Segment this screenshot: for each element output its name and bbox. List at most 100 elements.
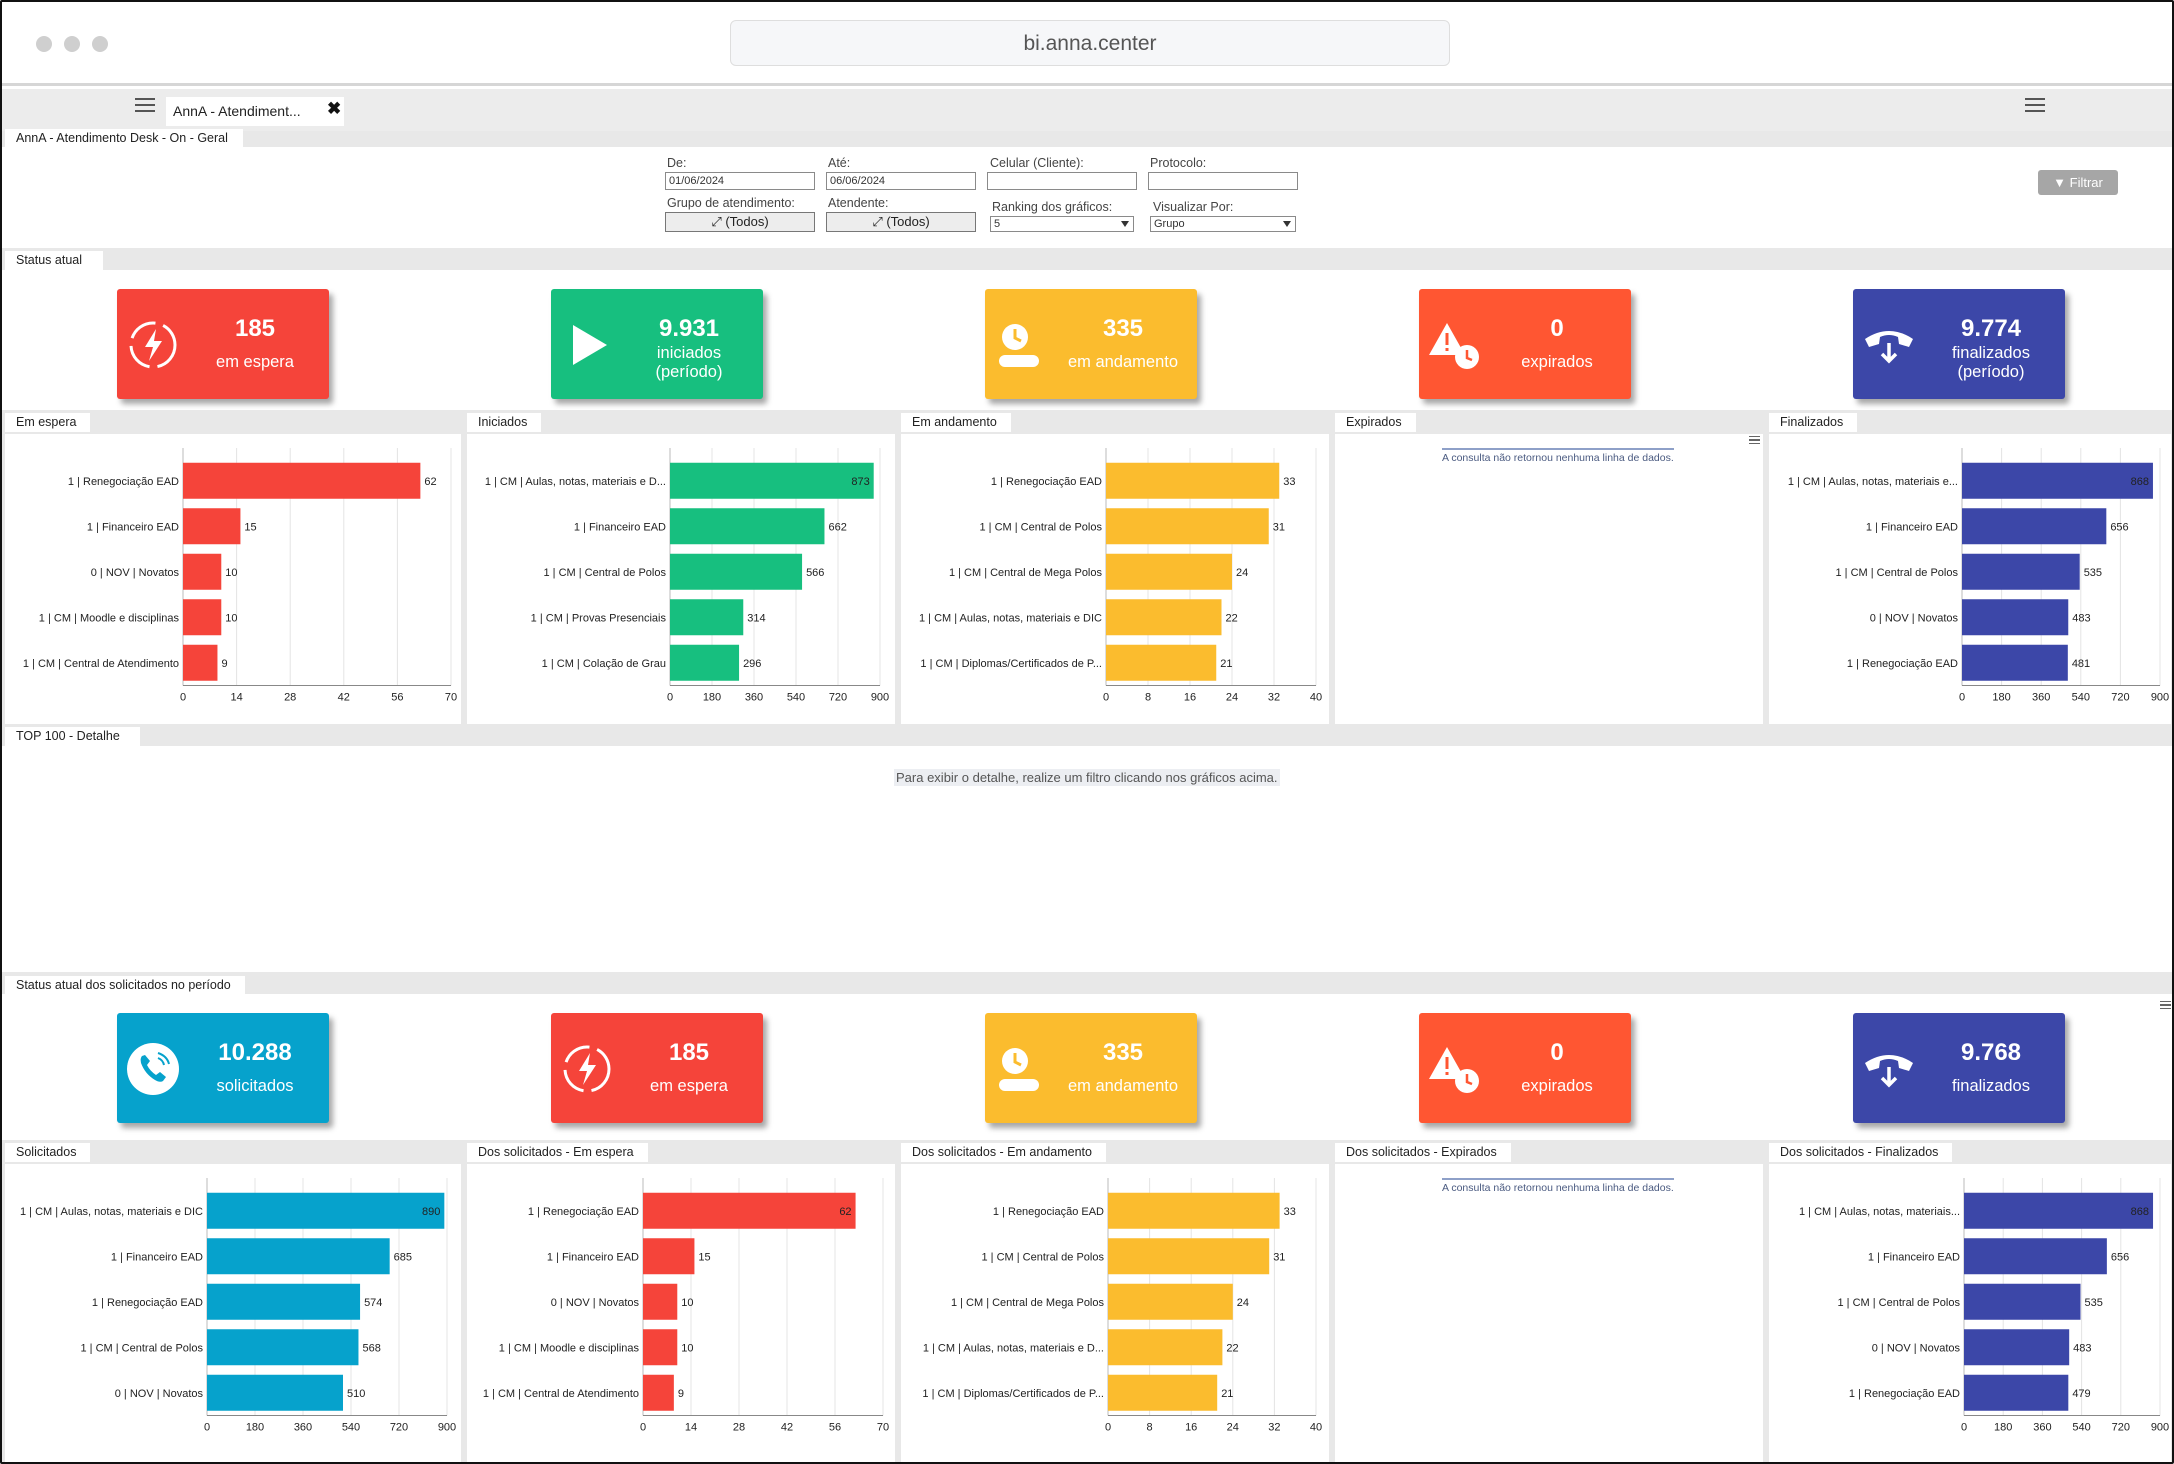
bar[interactable]	[1106, 599, 1222, 636]
bar-chart[interactable]: 0 180 360 540 720 900 1 | CM | Aulas, notas, m…	[1769, 1140, 2171, 1464]
category-label[interactable]: 1 | CM | Aulas, notas, materiais...	[1799, 1206, 1960, 1218]
bar[interactable]	[1106, 462, 1280, 499]
kpi-card-em[interactable]: 185 em espera	[551, 1013, 763, 1123]
bar[interactable]	[1962, 644, 2068, 681]
kpi-card-em[interactable]: 335 em andamento	[985, 1013, 1197, 1123]
bar[interactable]	[1962, 462, 2153, 499]
bar[interactable]	[670, 644, 740, 681]
bar[interactable]	[1962, 553, 2080, 590]
category-label[interactable]: 1 | Financeiro EAD	[87, 521, 179, 533]
bar[interactable]	[183, 644, 218, 681]
to-date-input[interactable]: 06/06/2024	[826, 172, 976, 190]
kpi-card-expirados[interactable]: 0 expirados	[1419, 289, 1631, 399]
bar[interactable]	[1962, 599, 2069, 636]
kpi-card-iniciados[interactable]: 9.931 iniciados (período)	[551, 289, 763, 399]
category-label[interactable]: 1 | CM | Central de Atendimento	[483, 1388, 639, 1400]
sidebar-menu-icon[interactable]	[135, 98, 155, 112]
category-label[interactable]: 1 | Financeiro EAD	[547, 1251, 639, 1263]
category-label[interactable]: 1 | CM | Central de Polos	[982, 1251, 1105, 1263]
tab-close-icon[interactable]: ✖	[327, 99, 342, 118]
category-label[interactable]: 1 | Renegociação EAD	[68, 476, 179, 488]
bar[interactable]	[1108, 1283, 1233, 1320]
bar-chart[interactable]: 0 14 28 42 56 70 1 | Renegociação EAD 62 1 | Fin…	[467, 1140, 895, 1464]
category-label[interactable]: 1 | CM | Central de Polos	[1838, 1297, 1961, 1309]
bar[interactable]	[207, 1238, 390, 1275]
category-label[interactable]: 1 | CM | Moodle e disciplinas	[39, 612, 180, 624]
window-maximize-dot[interactable]	[92, 36, 108, 52]
kpi-card-finalizados[interactable]: 9.774 finalizados (período)	[1853, 289, 2065, 399]
bar-chart[interactable]: 0 8 16 24 32 40 1 | Renegociação EAD 33 1 | CM |…	[901, 410, 1329, 724]
category-label[interactable]: 1 | CM | Aulas, notas, materiais e D...	[923, 1342, 1104, 1354]
bar[interactable]	[643, 1374, 674, 1411]
bar[interactable]	[643, 1238, 695, 1275]
protocol-input[interactable]	[1148, 172, 1298, 190]
bar[interactable]	[670, 462, 874, 499]
category-label[interactable]: 1 | CM | Diplomas/Certificados de P...	[922, 1388, 1104, 1400]
bar-chart[interactable]: 0 8 16 24 32 40 1 | Renegociação EAD 33 1 | CM |…	[901, 1140, 1329, 1464]
category-label[interactable]: 1 | Renegociação EAD	[1847, 658, 1958, 670]
window-minimize-dot[interactable]	[64, 36, 80, 52]
kpi-card-em[interactable]: 185 em espera	[117, 289, 329, 399]
kpi-card-solicitados[interactable]: 10.288 solicitados	[117, 1013, 329, 1123]
bar[interactable]	[1964, 1192, 2154, 1229]
category-label[interactable]: 1 | Financeiro EAD	[1868, 1251, 1960, 1263]
bar-chart[interactable]: 0 14 28 42 56 70 1 | Renegociação EAD 62 1 | Fin…	[5, 410, 461, 724]
category-label[interactable]: 1 | Renegociação EAD	[92, 1297, 203, 1309]
category-label[interactable]: 1 | CM | Central de Mega Polos	[951, 1297, 1105, 1309]
kpi-card-finalizados[interactable]: 9.768 finalizados	[1853, 1013, 2065, 1123]
category-label[interactable]: 1 | Renegociação EAD	[1849, 1388, 1960, 1400]
bar[interactable]	[1964, 1283, 2081, 1320]
bar[interactable]	[643, 1329, 678, 1366]
phone-input[interactable]	[987, 172, 1137, 190]
dashboard-tab[interactable]: AnnA - Atendiment...	[166, 97, 344, 126]
bar[interactable]	[1962, 508, 2107, 545]
chart-menu-icon[interactable]	[1749, 436, 1760, 444]
bar[interactable]	[1108, 1238, 1270, 1275]
agent-select-button[interactable]: ⤢ (Todos)	[826, 212, 976, 232]
filter-button[interactable]: ▼ Filtrar	[2038, 170, 2118, 195]
bar[interactable]	[183, 462, 421, 499]
category-label[interactable]: 0 | NOV | Novatos	[551, 1297, 640, 1309]
bar[interactable]	[1964, 1329, 2070, 1366]
category-label[interactable]: 0 | NOV | Novatos	[91, 567, 180, 579]
bar[interactable]	[207, 1283, 361, 1320]
category-label[interactable]: 1 | Financeiro EAD	[111, 1251, 203, 1263]
category-label[interactable]: 1 | CM | Aulas, notas, materiais e DIC	[919, 612, 1102, 624]
category-label[interactable]: 1 | CM | Aulas, notas, materiais e DIC	[20, 1206, 203, 1218]
category-label[interactable]: 1 | CM | Aulas, notas, materiais e...	[1788, 476, 1958, 488]
bar[interactable]	[643, 1192, 856, 1229]
window-close-dot[interactable]	[36, 36, 52, 52]
bar[interactable]	[1964, 1374, 2069, 1411]
category-label[interactable]: 0 | NOV | Novatos	[1872, 1342, 1961, 1354]
category-label[interactable]: 0 | NOV | Novatos	[1870, 612, 1959, 624]
category-label[interactable]: 1 | CM | Central de Polos	[81, 1342, 204, 1354]
bar-chart[interactable]: 0 180 360 540 720 900 1 | CM | Aulas, notas, m…	[5, 1140, 461, 1464]
bar[interactable]	[1106, 508, 1269, 545]
category-label[interactable]: 1 | CM | Aulas, notas, materiais e D...	[485, 476, 666, 488]
from-date-input[interactable]: 01/06/2024	[665, 172, 815, 190]
bar[interactable]	[670, 599, 744, 636]
bar[interactable]	[1964, 1238, 2107, 1275]
category-label[interactable]: 1 | CM | Central de Polos	[980, 521, 1103, 533]
bar[interactable]	[1108, 1374, 1218, 1411]
category-label[interactable]: 1 | Renegociação EAD	[993, 1206, 1104, 1218]
bar[interactable]	[670, 553, 803, 590]
bar[interactable]	[1106, 644, 1217, 681]
ranking-select[interactable]: 5	[990, 216, 1134, 232]
address-bar[interactable]: bi.anna.center	[730, 20, 1450, 66]
group-select-button[interactable]: ⤢ (Todos)	[665, 212, 815, 232]
category-label[interactable]: 1 | Renegociação EAD	[991, 476, 1102, 488]
app-menu-icon[interactable]	[2025, 98, 2045, 112]
category-label[interactable]: 1 | CM | Diplomas/Certificados de P...	[920, 658, 1102, 670]
kpi-card-em[interactable]: 335 em andamento	[985, 289, 1197, 399]
kpi-card-expirados[interactable]: 0 expirados	[1419, 1013, 1631, 1123]
category-label[interactable]: 1 | Financeiro EAD	[1866, 521, 1958, 533]
category-label[interactable]: 1 | Renegociação EAD	[528, 1206, 639, 1218]
bar-chart[interactable]: 0 180 360 540 720 900 1 | CM | Aulas, notas, m…	[467, 410, 895, 724]
category-label[interactable]: 1 | Financeiro EAD	[574, 521, 666, 533]
category-label[interactable]: 1 | CM | Central de Atendimento	[23, 658, 179, 670]
category-label[interactable]: 0 | NOV | Novatos	[115, 1388, 204, 1400]
category-label[interactable]: 1 | CM | Moodle e disciplinas	[499, 1342, 640, 1354]
bar[interactable]	[1106, 553, 1232, 590]
bar-chart[interactable]: 0 180 360 540 720 900 1 | CM | Aulas, notas, m…	[1769, 410, 2171, 724]
